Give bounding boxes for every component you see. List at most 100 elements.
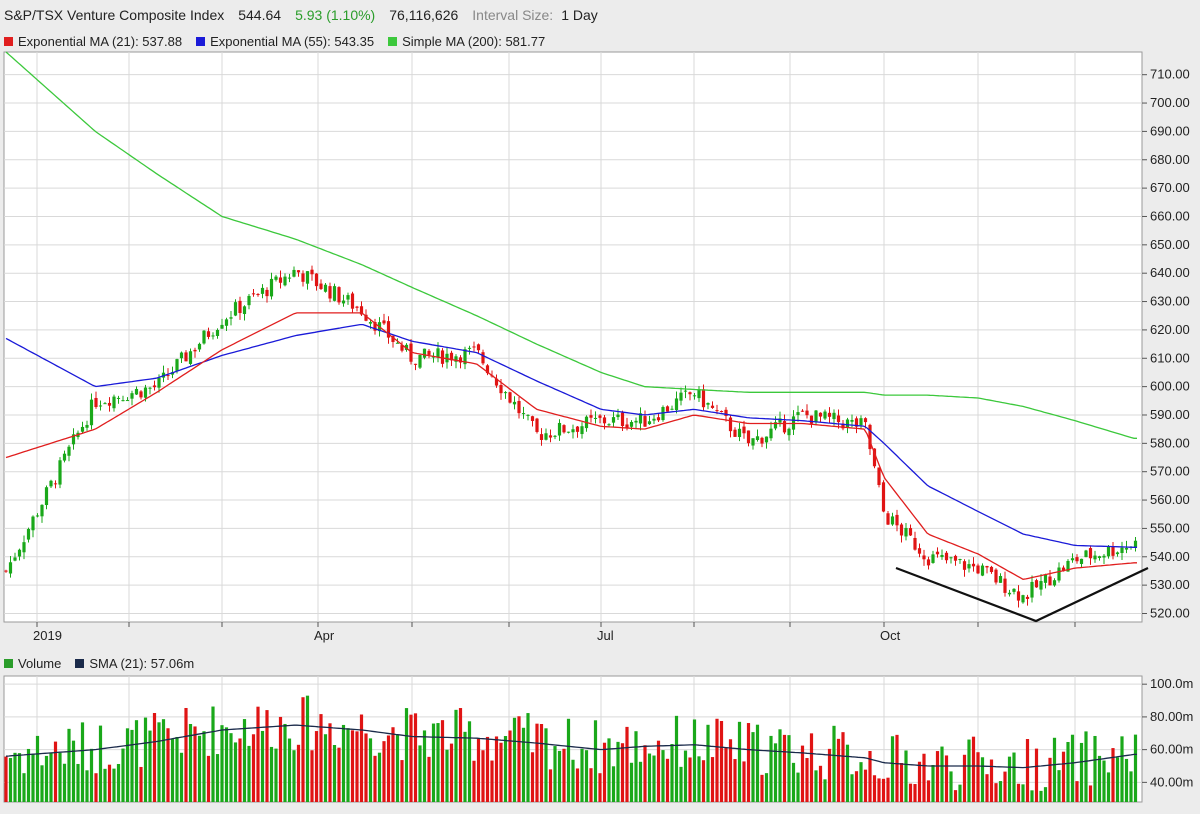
candle-body [850, 420, 854, 422]
volume-bar [440, 720, 445, 802]
candle-body [841, 423, 845, 429]
volume-bar [980, 757, 985, 802]
candle-body [328, 286, 332, 299]
candle-body [350, 293, 355, 309]
volume-bar [562, 748, 566, 802]
last-price: 544.64 [238, 7, 282, 23]
price-tick-label: 540.00 [1150, 549, 1190, 564]
volume-bar [944, 755, 949, 802]
candle-body [742, 426, 746, 434]
volume-bar [296, 744, 301, 802]
volume-bar [868, 750, 872, 802]
volume-swatch-icon [4, 659, 13, 668]
candle-body [886, 513, 890, 525]
price-tick-label: 580.00 [1150, 435, 1190, 450]
candle-body [521, 413, 526, 415]
volume-bar [589, 768, 593, 802]
candle-body [1133, 540, 1138, 548]
volume-bar [71, 740, 76, 802]
candle-body [548, 435, 553, 438]
candle-body [175, 359, 179, 371]
candle-body [301, 273, 305, 282]
volume-bar [103, 768, 107, 802]
volume-bar [922, 753, 926, 802]
legend-volume-sma[interactable]: SMA (21): 57.06m [75, 656, 194, 671]
volume-bar [994, 783, 998, 802]
candle-body [1093, 555, 1097, 560]
interval-value[interactable]: 1 Day [561, 7, 598, 23]
legend-volume[interactable]: Volume [4, 656, 61, 671]
volume-bar [310, 750, 314, 802]
volume-bar [134, 720, 139, 802]
volume-bar [710, 757, 715, 802]
volume-bar [76, 763, 80, 802]
volume-bar [521, 727, 526, 802]
volume-bar [125, 728, 130, 802]
candle-body [607, 424, 611, 426]
volume-bar [193, 726, 197, 802]
candle-body [737, 428, 742, 438]
volume-bar [395, 734, 400, 802]
volume-bar [688, 757, 692, 802]
candle-body [926, 559, 931, 566]
candle-body [35, 515, 40, 517]
volume-bar [940, 746, 944, 802]
volume-tick-label: 80.00m [1150, 709, 1193, 724]
volume-bar [1012, 752, 1016, 802]
volume-bar [490, 760, 494, 802]
candle-body [247, 295, 251, 306]
volume-bar [931, 765, 935, 802]
volume-bar [643, 745, 647, 802]
candle-body [355, 306, 359, 308]
candle-body [859, 418, 863, 426]
candle-body [494, 378, 499, 386]
volume-bar [449, 743, 454, 802]
volume-bar [1102, 760, 1106, 802]
volume-bar [1070, 734, 1075, 802]
candle-body [67, 446, 71, 456]
volume-bar [391, 727, 395, 802]
volume-bar [512, 717, 517, 802]
volume-bar [1039, 790, 1043, 802]
candle-body [431, 356, 436, 358]
price-tick-label: 590.00 [1150, 407, 1190, 422]
candle-body [1003, 578, 1007, 593]
price-tick-label: 710.00 [1150, 67, 1190, 82]
volume-bar [949, 771, 953, 802]
candle-body [206, 331, 211, 337]
volume-bar [773, 743, 778, 802]
volume-bar [1052, 737, 1057, 802]
volume-bar [116, 763, 121, 802]
legend-sma200[interactable]: Simple MA (200): 581.77 [388, 34, 545, 49]
volume-bar [409, 714, 413, 802]
volume-bar [467, 721, 472, 802]
volume-bar [346, 728, 350, 802]
candle-body [697, 389, 701, 399]
candle-body [1084, 550, 1088, 558]
sma200-line [5, 51, 1137, 439]
candle-body [971, 563, 976, 567]
candle-body [341, 300, 346, 304]
x-tick-label: Jul [597, 628, 614, 643]
candle-body [1115, 552, 1120, 555]
candle-body [553, 435, 557, 437]
volume-bar [584, 750, 589, 802]
volume-bar [377, 752, 382, 802]
candle-body [679, 392, 683, 401]
volume-bar [58, 752, 62, 802]
candle-body [449, 352, 454, 361]
volume-bar [80, 722, 85, 802]
candle-body [868, 424, 872, 450]
candle-body [863, 418, 868, 423]
candle-body [962, 561, 967, 570]
legend-ema21[interactable]: Exponential MA (21): 537.88 [4, 34, 182, 49]
candle-body [202, 330, 206, 344]
candle-body [706, 402, 710, 405]
candle-body [292, 269, 296, 277]
volume-bar [602, 742, 607, 802]
candle-body [256, 293, 260, 295]
volume-bar [796, 772, 800, 802]
volume-bar [274, 748, 278, 802]
legend-ema55[interactable]: Exponential MA (55): 543.35 [196, 34, 374, 49]
